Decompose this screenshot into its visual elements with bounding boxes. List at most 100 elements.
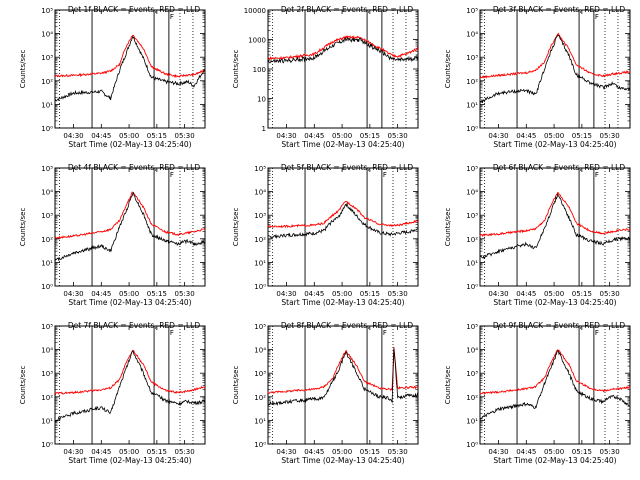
x-tick-label: 05:00 [119,448,139,456]
y-tick-label: 10⁰ [466,441,478,449]
flag-marker: F [595,13,599,21]
x-tick-label: 04:30 [276,132,296,140]
x-tick-label: 05:15 [147,290,167,298]
lld-series-line [479,349,631,395]
flag-marker: F [383,329,387,337]
events-series-line [479,350,630,420]
y-tick-label: 10² [41,394,53,402]
y-tick-label: 10³ [254,212,266,220]
x-tick-label: 05:30 [600,448,620,456]
x-axis-label: Start Time (02-May-13 04:25:40) [68,140,191,149]
y-tick-label: 10⁵ [466,165,478,173]
events-series-line [267,202,419,240]
panel-3: Det 3f BLACK = Events, RED = LLD 04:30 04:… [444,5,631,149]
x-tick-label: 05:15 [572,448,592,456]
x-tick-label: 05:15 [360,290,380,298]
x-tick-label: 05:00 [544,132,564,140]
y-tick-label: 10¹ [466,417,478,425]
x-tick-label: 04:30 [488,132,508,140]
x-tick-label: 04:30 [63,448,83,456]
x-tick-label: 04:30 [276,448,296,456]
y-tick-label: 1 [262,125,266,133]
y-tick-label: 10⁴ [254,189,266,197]
y-axis-label: Counts/sec [444,50,452,89]
x-axis-label: Start Time (02-May-13 04:25:40) [493,456,616,465]
x-tick-label: 05:30 [600,132,620,140]
x-tick-label: 05:30 [175,132,195,140]
panel-title: Det 9f BLACK = Events, RED = LLD [493,321,626,330]
flag-marker: F [170,13,174,21]
y-tick-label: 10⁴ [466,31,478,39]
panel-9: Det 9f BLACK = Events, RED = LLD 04:30 04:… [444,321,631,465]
x-tick-label: 04:30 [488,290,508,298]
flag-marker: F [595,171,599,179]
y-tick-label: 10³ [41,370,53,378]
panel-8: Det 8f BLACK = Events, RED = LLD 04:30 04:… [232,321,419,465]
y-tick-label: 10³ [254,370,266,378]
y-axis-label: Counts/sec [232,208,240,247]
panel-2: Det 2f BLACK = Events, RED = LLD 04:30 04:… [232,5,419,149]
y-tick-label: 10¹ [254,259,266,267]
flag-marker: F [170,329,174,337]
y-tick-label: 10⁵ [466,7,478,15]
y-axis-label: Counts/sec [19,50,27,89]
y-tick-label: 10⁰ [41,283,53,291]
panel-4: Det 4f BLACK = Events, RED = LLD 04:30 04:… [19,163,206,307]
lld-series-line [54,34,206,79]
y-tick-label: 10² [466,78,478,86]
x-tick-label: 05:15 [572,132,592,140]
panel-title: Det 2f BLACK = Events, RED = LLD [281,5,414,14]
y-tick-label: 10⁰ [466,125,478,133]
lld-series-line [54,350,206,396]
x-axis-label: Start Time (02-May-13 04:25:40) [281,298,404,307]
y-tick-label: 10¹ [41,101,53,109]
x-tick-label: 04:30 [276,290,296,298]
y-tick-label: 10 [257,96,266,104]
y-tick-label: 10³ [41,212,53,220]
x-axis-label: Start Time (02-May-13 04:25:40) [281,140,404,149]
y-tick-label: 10² [254,394,266,402]
x-tick-label: 05:30 [388,290,408,298]
y-tick-label: 10⁰ [41,125,53,133]
x-tick-label: 05:15 [572,290,592,298]
panel-title: Det 3f BLACK = Events, RED = LLD [493,5,626,14]
x-tick-label: 05:30 [600,290,620,298]
y-tick-label: 10³ [466,54,478,62]
panel-title: Det 1f BLACK = Events, RED = LLD [68,5,201,14]
x-tick-label: 05:30 [175,448,195,456]
lld-series-line [54,191,206,240]
y-tick-label: 10⁴ [466,189,478,197]
panel-title: Det 4f BLACK = Events, RED = LLD [68,163,201,172]
y-tick-label: 10³ [466,212,478,220]
y-tick-label: 10⁵ [466,323,478,331]
x-tick-label: 05:15 [360,132,380,140]
x-tick-label: 04:45 [516,448,536,456]
x-tick-label: 04:45 [516,132,536,140]
y-tick-label: 10⁴ [41,347,53,355]
x-tick-label: 05:00 [332,290,352,298]
x-tick-label: 04:45 [91,448,111,456]
y-tick-label: 10¹ [41,259,53,267]
panel-5: Det 5f BLACK = Events, RED = LLD 04:30 04:… [232,163,419,307]
events-series-line [54,350,206,423]
y-tick-label: 10² [254,236,266,244]
x-tick-label: 04:45 [304,132,324,140]
events-series-line [54,191,206,262]
y-tick-label: 10² [41,236,53,244]
y-tick-label: 10⁵ [41,165,53,173]
x-tick-label: 04:45 [304,448,324,456]
x-tick-label: 05:30 [175,290,195,298]
events-series-line [54,35,206,102]
y-tick-label: 10³ [41,54,53,62]
y-tick-label: 1000 [248,37,266,45]
x-tick-label: 05:30 [388,448,408,456]
x-tick-label: 05:15 [360,448,380,456]
y-tick-label: 10³ [466,370,478,378]
y-tick-label: 10¹ [254,417,266,425]
y-tick-label: 10² [41,78,53,86]
x-tick-label: 04:30 [63,290,83,298]
y-tick-label: 10⁴ [466,347,478,355]
y-tick-label: 10¹ [41,417,53,425]
events-series-line [267,36,419,64]
plot-frame [267,325,419,445]
